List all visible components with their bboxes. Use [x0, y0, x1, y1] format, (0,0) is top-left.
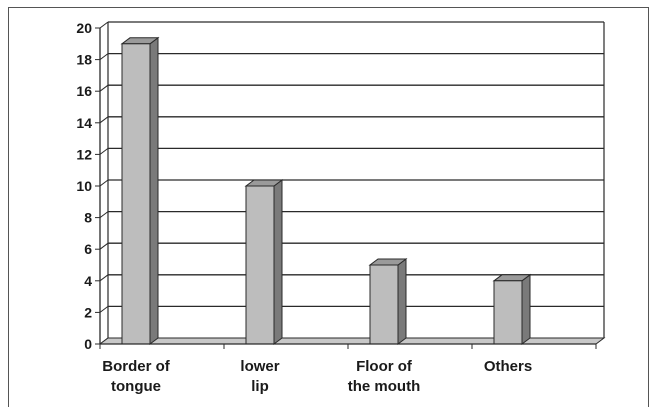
- x-category-label: Border of tongue: [102, 358, 171, 395]
- bar-side: [273, 179, 283, 345]
- x-category-label: Floor of the mouth: [348, 358, 421, 395]
- side-wall-line: [99, 147, 109, 155]
- bar: [245, 185, 275, 345]
- y-tick-label: 10: [76, 178, 92, 194]
- y-tick-label: 2: [84, 304, 92, 320]
- bar: [121, 43, 151, 345]
- y-tick-label: 18: [76, 52, 92, 68]
- bar-side: [149, 36, 159, 345]
- chart-frame: [8, 7, 649, 407]
- side-wall-line: [99, 242, 109, 250]
- y-tick-label: 0: [84, 336, 92, 352]
- grid-layer: [98, 21, 606, 345]
- bar: [369, 264, 399, 345]
- side-wall-line: [99, 53, 109, 60]
- side-wall-line: [99, 179, 109, 187]
- x-category-label: Others: [484, 358, 532, 375]
- side-wall-line: [99, 21, 109, 29]
- side-wall-line: [99, 305, 109, 313]
- side-wall-line: [99, 84, 109, 92]
- side-wall-line: [99, 274, 109, 282]
- side-wall-line: [99, 116, 109, 124]
- y-tick-label: 6: [84, 241, 92, 257]
- side-wall-line: [99, 211, 109, 219]
- y-tick-label: 8: [84, 210, 92, 226]
- y-tick-label: 12: [76, 146, 92, 162]
- x-category-label: lower lip: [240, 358, 279, 395]
- y-tick-label: 16: [76, 83, 92, 99]
- bar-side: [397, 258, 407, 345]
- y-tick-label: 4: [84, 273, 92, 289]
- y-tick-label: 20: [76, 20, 92, 36]
- label-layer: 0 2 4 6 8 10 12 14 16 18 20 Border of tongue lower lip…: [76, 20, 532, 395]
- bar-side: [521, 273, 531, 345]
- y-tick-label: 14: [76, 115, 92, 131]
- bar: [493, 280, 523, 345]
- axis-layer: [95, 27, 597, 349]
- bar-layer: [120, 36, 532, 345]
